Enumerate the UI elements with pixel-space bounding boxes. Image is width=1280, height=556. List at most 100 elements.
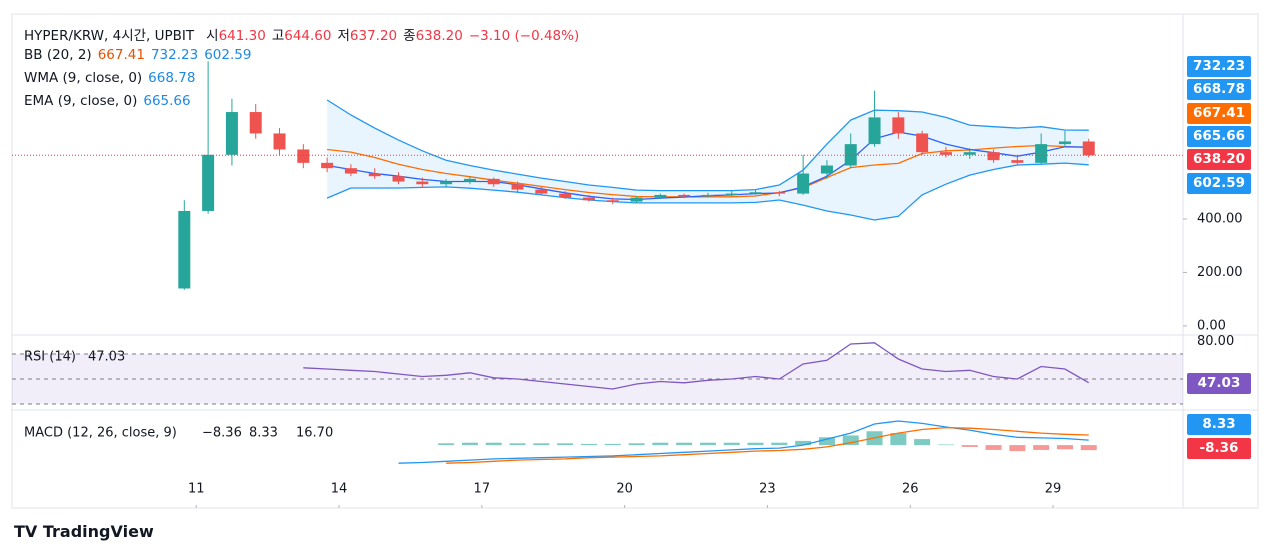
candle-body	[1035, 144, 1048, 163]
candle-body	[749, 192, 762, 194]
macd-tag: 8.33	[1187, 414, 1251, 435]
macd-histogram	[699, 442, 716, 446]
candle-body	[630, 197, 643, 202]
macd-histogram	[509, 443, 526, 446]
x-tick-label: 29	[1045, 482, 1062, 497]
candle-body	[178, 210, 191, 289]
candle-body	[225, 112, 238, 155]
macd-histogram	[580, 443, 597, 446]
ohlc-label: 종	[403, 28, 416, 44]
macd-histogram	[438, 443, 455, 446]
candle-body	[1082, 141, 1095, 156]
macd-histogram	[890, 433, 907, 446]
rsi-line	[303, 342, 1090, 390]
candle-body	[273, 133, 286, 150]
price-tag: 668.78	[1187, 79, 1251, 101]
macd-tag: -8.36	[1187, 438, 1251, 459]
candle-body	[987, 152, 1000, 161]
candle-body	[487, 178, 500, 185]
indicator-line	[326, 99, 1089, 192]
legend-value: 732.23	[150, 47, 199, 63]
ohlc-value: 641.30	[218, 28, 266, 44]
ohlc-value: 638.20	[415, 28, 463, 44]
ohlc: 시641.30 고644.60 저637.20 종638.20	[200, 28, 463, 44]
candle-body	[392, 176, 405, 182]
legend-value: 602.59	[204, 47, 252, 63]
macd-histogram	[1056, 445, 1073, 450]
candle-body	[297, 149, 310, 163]
rsi-name: RSI (14)	[24, 350, 76, 365]
x-tick-label: 26	[902, 482, 919, 497]
rsi-tag: 47.03	[1187, 372, 1251, 394]
price-tag: 602.59	[1187, 172, 1251, 194]
ohlc-label: 고	[271, 28, 285, 44]
candle-body	[678, 194, 691, 197]
macd-histogram	[1080, 445, 1097, 451]
price-tag: 665.66	[1187, 125, 1251, 147]
price-tag: 638.20	[1187, 149, 1251, 171]
candle-body	[725, 193, 738, 195]
macd-histogram	[676, 442, 693, 446]
macd-histogram	[652, 442, 669, 446]
candle-body	[321, 162, 334, 169]
candle-body	[1011, 160, 1024, 163]
y-tick-label: 200.00	[1197, 265, 1243, 280]
legend-name: BB (20, 2)	[24, 47, 92, 63]
macd-histogram	[818, 437, 835, 446]
candle-body	[202, 154, 215, 211]
macd-histogram	[461, 442, 478, 446]
macd-histogram	[1009, 445, 1026, 452]
change: −3.10 (−0.48%)	[468, 28, 580, 44]
legend-value: 667.41	[97, 47, 145, 63]
candle-body	[535, 189, 548, 194]
candle-body	[249, 112, 262, 134]
legend-value: 665.66	[143, 93, 191, 109]
macd-histogram	[771, 442, 788, 446]
brand: TradingView	[42, 522, 154, 541]
macd-histogram	[557, 443, 574, 446]
legend-name: EMA (9, close, 0)	[24, 93, 138, 109]
candle-body	[892, 117, 905, 134]
ohlc-value: 644.60	[284, 28, 332, 44]
macd-histogram	[914, 439, 931, 446]
macd-name: MACD (12, 26, close, 9)	[24, 426, 177, 441]
x-tick-label: 11	[188, 482, 205, 497]
candle-body	[797, 173, 810, 194]
ohlc-value: 637.20	[349, 28, 398, 44]
macd-histogram	[485, 442, 502, 446]
ohlc-label: 저	[337, 28, 350, 44]
frame	[11, 13, 1259, 509]
y-tick-label: 400.00	[1197, 211, 1243, 226]
macd-histogram	[842, 435, 859, 446]
rsi-value: 47.03	[88, 350, 125, 365]
legend-item: BB (20, 2) 667.41 732.23 602.59	[24, 47, 257, 63]
macd-histogram	[985, 445, 1002, 450]
macd-value: −8.36	[202, 426, 242, 441]
macd-histogram	[1033, 445, 1050, 450]
candle-body	[1058, 141, 1071, 145]
candle-body	[939, 152, 952, 155]
legend-item: WMA (9, close, 0) 668.78	[24, 70, 201, 86]
candle-body	[606, 200, 619, 202]
macd-line	[398, 420, 1089, 464]
band-fill	[327, 100, 1089, 221]
y-tick-label: 80.00	[1197, 334, 1234, 349]
x-tick-label: 14	[331, 482, 348, 497]
candle-body	[701, 194, 714, 197]
header: HYPER/KRW, 4시간, UPBIT 시641.30 고644.60 저637.…	[24, 24, 585, 44]
x-tick-label: 17	[474, 482, 491, 497]
y-tick-label: 0.00	[1197, 318, 1226, 333]
price-tag: 667.41	[1187, 102, 1251, 124]
ohlc-label: 시	[206, 28, 219, 44]
logo: TV TradingView	[14, 522, 154, 541]
candle-body	[463, 178, 476, 182]
candle-body	[654, 194, 667, 198]
macd-histogram	[747, 442, 764, 446]
macd-histogram	[723, 442, 740, 446]
price-tag: 732.23	[1187, 56, 1251, 77]
macd-histogram	[628, 443, 645, 446]
candle-body	[511, 184, 524, 190]
legend-value: 668.78	[148, 70, 196, 86]
macd-histogram	[937, 444, 954, 446]
